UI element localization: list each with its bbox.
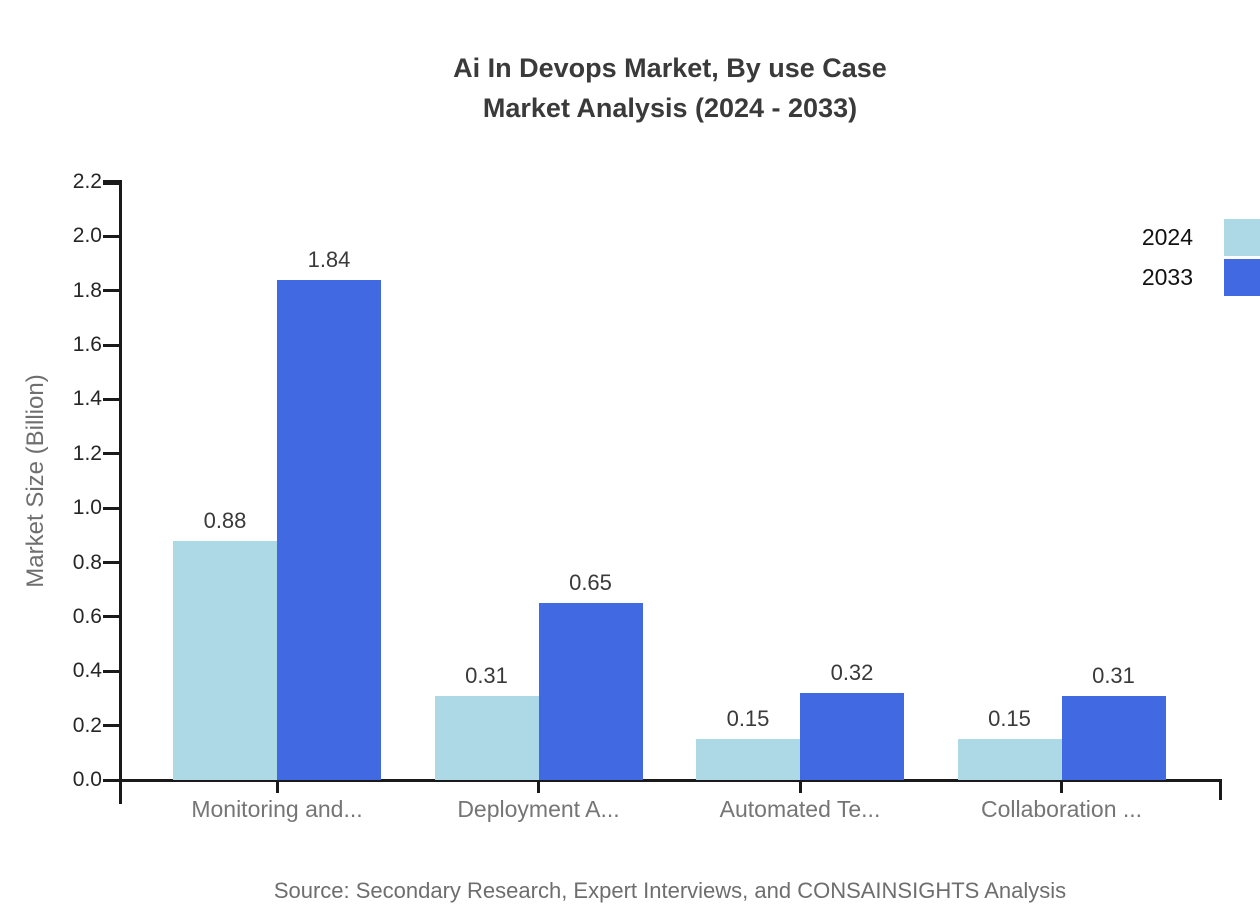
x-tick bbox=[537, 780, 540, 793]
y-axis-title: Market Size (Billion) bbox=[22, 374, 49, 588]
x-category-label: Deployment A... bbox=[457, 796, 620, 822]
chart-title-line1: Ai In Devops Market, By use Case bbox=[453, 53, 887, 83]
y-tick-label: 0.6 bbox=[72, 604, 102, 628]
y-tick bbox=[103, 615, 120, 619]
y-tick bbox=[103, 506, 120, 510]
x-category-label: Monitoring and... bbox=[191, 796, 363, 822]
bar-2033-2 bbox=[800, 693, 904, 780]
legend-swatch-2033 bbox=[1224, 259, 1260, 296]
legend: 2024 2033 bbox=[1142, 219, 1260, 296]
x-tick bbox=[275, 780, 279, 793]
x-axis-line bbox=[118, 778, 1222, 782]
y-tick-label: 1.8 bbox=[72, 278, 102, 302]
y-axis-line bbox=[118, 179, 122, 804]
legend-entry-2024: 2024 bbox=[1142, 219, 1260, 256]
bar-value-label: 0.15 bbox=[988, 706, 1031, 732]
y-tick bbox=[103, 289, 120, 293]
bar-2033-3 bbox=[1061, 695, 1166, 780]
y-tick-label: 2.0 bbox=[72, 224, 102, 248]
source-note: Source: Secondary Research, Expert Inter… bbox=[273, 878, 1067, 903]
y-tick bbox=[103, 452, 120, 456]
bar-value-label: 0.32 bbox=[830, 660, 874, 686]
x-tick bbox=[1060, 780, 1063, 793]
bar-2033-1 bbox=[538, 603, 643, 780]
x-axis-end-tick bbox=[1218, 780, 1222, 800]
legend-entry-2033: 2033 bbox=[1142, 259, 1260, 296]
bar-2024-0 bbox=[173, 540, 277, 780]
legend-swatch-2024 bbox=[1224, 219, 1260, 256]
y-tick bbox=[103, 669, 120, 673]
plot-area: 0.0 0.2 0.4 0.6 0.8 1.0 1.2 1.4 1.6 1.8 2.0 2.2 Moni… bbox=[73, 170, 1222, 822]
y-tick bbox=[103, 234, 120, 238]
x-category-label: Collaboration ... bbox=[980, 796, 1143, 822]
y-tick-label: 1.0 bbox=[72, 496, 102, 520]
bar-2024-1 bbox=[434, 695, 539, 780]
legend-label-2033: 2033 bbox=[1141, 264, 1193, 290]
legend-label-2024: 2024 bbox=[1141, 224, 1193, 250]
y-tick-label: 0.8 bbox=[72, 550, 102, 574]
x-category-label: Automated Te... bbox=[719, 796, 881, 822]
y-tick bbox=[103, 343, 120, 347]
y-tick-label: 0.4 bbox=[72, 659, 102, 683]
y-tick bbox=[103, 778, 120, 782]
y-tick-label: 1.6 bbox=[72, 333, 102, 357]
bar-value-label: 0.31 bbox=[465, 662, 508, 688]
bar-2024-2 bbox=[696, 739, 800, 780]
bar-2033-0 bbox=[277, 279, 381, 780]
bar-value-label: 1.84 bbox=[307, 246, 351, 272]
chart-title: Ai In Devops Market, By use Case Market … bbox=[120, 48, 1220, 128]
y-tick-label: 0.2 bbox=[72, 713, 102, 737]
bar-value-label: 0.65 bbox=[569, 570, 612, 596]
y-tick-label: 0.0 bbox=[72, 768, 102, 791]
y-tick-label: 1.4 bbox=[72, 387, 102, 411]
bar-value-label: 0.88 bbox=[203, 507, 247, 533]
y-tick bbox=[103, 724, 120, 728]
y-tick bbox=[103, 397, 120, 401]
y-tick bbox=[103, 179, 120, 185]
bar-value-label: 0.15 bbox=[726, 706, 770, 732]
chart-title-line2: Market Analysis (2024 - 2033) bbox=[482, 93, 858, 123]
bar-2024-3 bbox=[957, 739, 1062, 780]
bar-value-label: 0.31 bbox=[1092, 662, 1135, 688]
x-tick bbox=[798, 780, 802, 793]
y-tick-label: 2.2 bbox=[72, 170, 102, 193]
y-tick-label: 1.2 bbox=[72, 441, 102, 465]
y-tick bbox=[103, 561, 120, 565]
